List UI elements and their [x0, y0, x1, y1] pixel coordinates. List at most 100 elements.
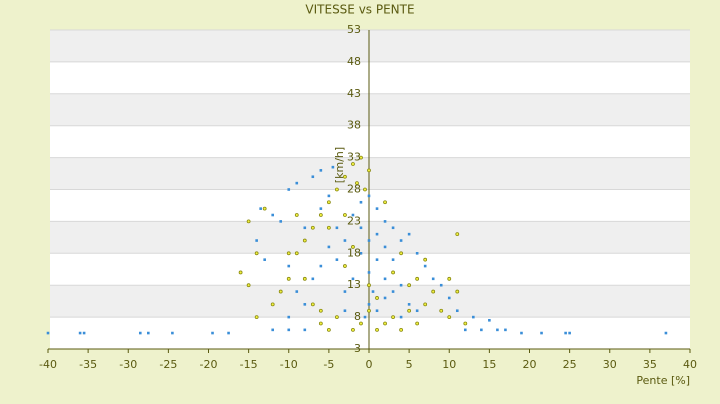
point	[294, 213, 299, 217]
point	[227, 331, 230, 335]
point	[311, 277, 315, 281]
point	[431, 289, 436, 294]
point	[279, 220, 283, 223]
point	[383, 220, 387, 223]
y-tick-label: 3	[354, 342, 361, 355]
point	[375, 296, 379, 300]
point	[383, 200, 387, 205]
x-tick-label: -25	[159, 358, 177, 371]
point	[383, 321, 387, 326]
point	[271, 213, 274, 217]
point	[399, 251, 404, 256]
point	[540, 331, 543, 335]
point	[246, 283, 251, 288]
point	[664, 331, 668, 335]
y-tick-label: 53	[347, 23, 361, 36]
y-tick-label: 13	[347, 278, 361, 291]
point	[415, 321, 420, 326]
point	[399, 327, 404, 332]
point	[343, 239, 347, 242]
point	[270, 302, 275, 307]
point	[496, 328, 499, 332]
x-axis-title: Pente [%]	[636, 374, 690, 387]
point	[310, 225, 315, 230]
grid-band	[50, 30, 690, 62]
point	[363, 315, 367, 319]
point	[391, 290, 395, 293]
point	[455, 232, 460, 237]
x-tick-label: -10	[280, 358, 298, 371]
x-tick-label: -30	[119, 358, 137, 371]
point	[302, 238, 307, 243]
point	[367, 308, 371, 313]
point	[262, 206, 267, 211]
point	[359, 321, 363, 326]
point	[383, 245, 387, 249]
point	[287, 315, 291, 319]
point	[375, 327, 379, 332]
point	[455, 289, 460, 294]
point	[407, 303, 411, 306]
point	[367, 168, 371, 173]
point	[303, 226, 307, 230]
y-tick-label: 8	[354, 310, 361, 323]
point	[455, 309, 459, 313]
point	[254, 315, 259, 320]
y-tick-label: 33	[347, 151, 361, 164]
point	[286, 251, 291, 256]
point	[367, 283, 371, 288]
point	[327, 194, 331, 198]
point	[319, 207, 323, 210]
point	[263, 258, 266, 261]
point	[351, 327, 355, 332]
point	[375, 309, 379, 313]
point	[363, 187, 367, 192]
point	[343, 290, 347, 293]
point	[254, 251, 259, 256]
point	[423, 264, 427, 268]
point	[464, 328, 467, 332]
point	[171, 331, 174, 335]
point	[343, 264, 347, 268]
point	[335, 258, 339, 261]
point	[351, 162, 355, 166]
x-tick-label: 30	[603, 358, 617, 371]
point	[375, 232, 379, 236]
point	[334, 187, 339, 192]
point	[383, 277, 387, 281]
point	[302, 276, 307, 281]
point	[311, 175, 315, 179]
x-tick-label: 5	[406, 358, 413, 371]
x-tick-label: 10	[442, 358, 456, 371]
point	[82, 331, 86, 335]
point	[504, 328, 507, 332]
grid-band	[50, 93, 690, 126]
point	[351, 213, 355, 217]
chart-title: VITESSE vs PENTE	[305, 3, 414, 17]
point	[391, 226, 395, 230]
x-tick-label: 35	[643, 358, 657, 371]
point	[407, 283, 412, 288]
point	[375, 207, 379, 210]
x-tick-label: 0	[366, 358, 373, 371]
point	[334, 315, 339, 320]
x-tick-label: 15	[482, 358, 496, 371]
point	[147, 331, 150, 335]
point	[399, 315, 403, 319]
point	[355, 181, 359, 186]
point	[359, 252, 363, 255]
point	[391, 258, 395, 261]
point	[463, 321, 468, 326]
point	[303, 303, 307, 306]
point	[423, 302, 428, 307]
point	[431, 277, 435, 281]
point	[343, 213, 347, 217]
point	[367, 303, 371, 306]
point	[287, 264, 291, 268]
point	[295, 181, 299, 185]
x-tick-label: 40	[683, 358, 697, 371]
point	[359, 226, 363, 230]
point	[319, 264, 323, 268]
y-tick-label: 28	[347, 183, 361, 196]
point	[295, 290, 299, 293]
